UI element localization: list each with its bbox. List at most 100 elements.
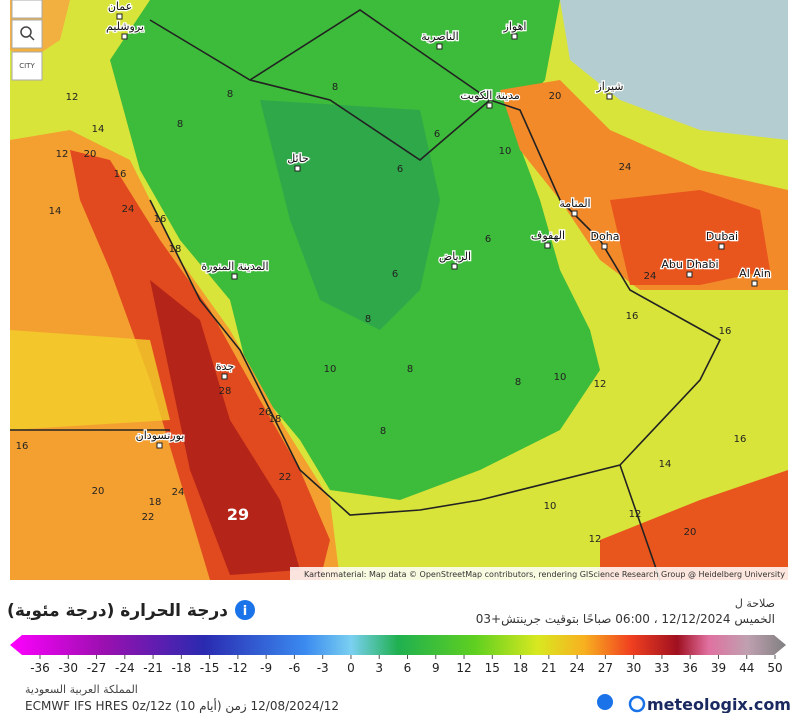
info-icon[interactable] — [235, 600, 255, 620]
sudan-region — [10, 330, 170, 430]
scale-tick-label: -3 — [317, 661, 329, 675]
contour-value: 20 — [84, 149, 97, 160]
city-label: Doha — [591, 230, 620, 243]
model-label: ECMWF IFS HRES 0z/12z (10 أيام) 12/08/20… — [25, 698, 339, 713]
city-button[interactable] — [11, 51, 43, 81]
scale-tick-label: 39 — [711, 661, 726, 675]
scale-tick-label: 21 — [541, 661, 556, 675]
city-label: يروشليم — [106, 20, 144, 33]
contour-value: 16 — [114, 169, 127, 180]
contour-value: 8 — [227, 89, 233, 100]
brand[interactable]: meteologix.com — [647, 695, 791, 713]
attribution-bg — [290, 567, 788, 580]
city-label: اهواز — [503, 20, 527, 33]
contour-value: 24 — [644, 271, 657, 282]
zoom-out-button[interactable] — [11, 0, 43, 19]
city-label: Dubai — [706, 230, 738, 243]
map[interactable] — [10, 0, 788, 581]
scale-tick-label: 27 — [598, 661, 613, 675]
city-marker — [121, 33, 128, 40]
scale-tick-label: -24 — [115, 661, 135, 675]
contour-value: 16 — [719, 326, 732, 337]
yemen-hot-region — [600, 470, 788, 580]
scale-tick-label: -27 — [87, 661, 107, 675]
scale-tick-label: 24 — [569, 661, 584, 675]
scale-tick-label: -9 — [260, 661, 272, 675]
contour-value: 8 — [380, 426, 386, 437]
city-label: المدينة المنورة — [201, 260, 268, 273]
contour-value: 10 — [324, 364, 337, 375]
contour-value: 28 — [219, 386, 232, 397]
contour-value: 6 — [434, 129, 440, 140]
city-label: جدة — [216, 360, 234, 373]
logo-mark — [597, 694, 613, 710]
zoom-icon — [20, 26, 32, 38]
scale-tick-label: 15 — [485, 661, 500, 675]
city-marker — [486, 102, 493, 109]
contour-value: 14 — [92, 124, 105, 135]
brand-icon — [628, 695, 646, 713]
scale-tick-label: -18 — [172, 661, 192, 675]
contour-value: 16 — [154, 214, 167, 225]
scale-tick-label: 12 — [456, 661, 471, 675]
contour-value: 20 — [549, 91, 562, 102]
scale-tick-label: 9 — [432, 661, 440, 675]
scale-tick-label: -30 — [58, 661, 78, 675]
borders — [10, 9, 722, 581]
contour-value: 10 — [544, 501, 557, 512]
contour-value: 8 — [365, 314, 371, 325]
region-label: المملكة العربية السعودية — [25, 683, 138, 696]
valid-time: الخميس 12/12/2024 ، 06:00 صباحًا بتوقيت … — [476, 612, 775, 627]
contour-value: 12 — [66, 92, 79, 103]
contour-value: 12 — [589, 534, 602, 545]
scale-tick-label: 44 — [739, 661, 754, 675]
city-label: المنامة — [559, 197, 590, 210]
city-marker — [156, 442, 163, 449]
attribution: Kartenmaterial: Map data © OpenStreetMap… — [304, 570, 785, 579]
scale-tick-label: 0 — [347, 661, 355, 675]
scale-tick-label: 6 — [404, 661, 412, 675]
contour-value: 20 — [92, 486, 105, 497]
scale-tick-label: -6 — [288, 661, 300, 675]
contour-value: 8 — [515, 377, 521, 388]
contour-value: 12 — [56, 149, 69, 160]
contour-value: 16 — [16, 441, 29, 452]
contour-value: 26 — [259, 407, 272, 418]
zoom-in-button[interactable] — [11, 19, 43, 49]
contour-value: 22 — [142, 512, 155, 523]
legend-title: درجة الحرارة (درجة مئوية) — [7, 601, 228, 621]
red-sea-hot-region — [150, 280, 300, 575]
contour-value: 18 — [149, 497, 162, 508]
city-marker — [751, 280, 758, 287]
city-label: بورتسودان — [136, 429, 185, 442]
scale-tick-label: 18 — [513, 661, 528, 675]
contour-value: 24 — [619, 162, 632, 173]
scale-tick-label: -21 — [143, 661, 163, 675]
contour-value: 12 — [594, 379, 607, 390]
contour-value: 6 — [392, 269, 398, 280]
contour-value: 29 — [227, 505, 249, 524]
contour-value: 18 — [269, 414, 282, 425]
contour-value: 16 — [626, 311, 639, 322]
scale-tick-label: -15 — [200, 661, 220, 675]
contour-value: 12 — [629, 509, 642, 520]
iran-region — [560, 0, 788, 140]
city-marker — [116, 13, 123, 20]
city-marker — [511, 33, 518, 40]
contour-value: 24 — [172, 487, 185, 498]
scale-tick-label: 30 — [626, 661, 641, 675]
contour-value: 6 — [485, 234, 491, 245]
scale-tick-label: 50 — [767, 661, 782, 675]
city-marker — [221, 373, 228, 380]
city-marker — [231, 273, 238, 280]
city-label: عمان — [108, 0, 132, 13]
city-label: مدينة الكويت — [460, 89, 520, 102]
scale-tick-label: 36 — [683, 661, 698, 675]
scale-tick-label: 33 — [654, 661, 669, 675]
scale-tick-label: 3 — [375, 661, 383, 675]
contour-value: 6 — [397, 164, 403, 175]
city-label: شيراز — [596, 80, 624, 93]
city-label: الناصرية — [421, 30, 458, 43]
